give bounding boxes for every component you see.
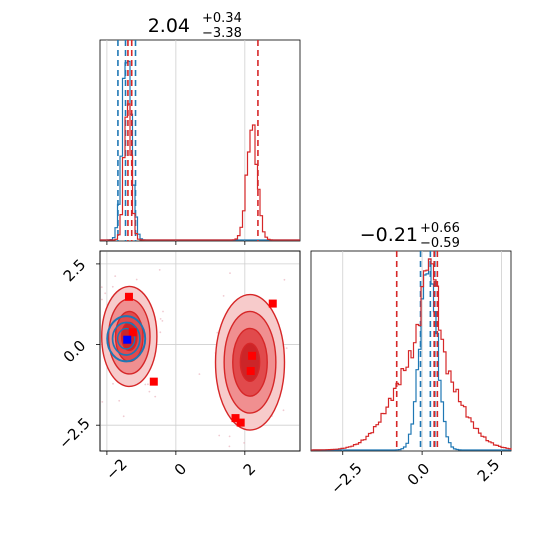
scatter-xy-red-marker — [231, 414, 240, 423]
scatter-xy-sample-point — [112, 382, 114, 385]
hist-x-frame — [99, 39, 301, 242]
hist-y-title-lower-error: −0.59 — [420, 236, 460, 251]
scatter-xy-xtick-label: 0 — [171, 460, 190, 479]
scatter-xy-ytick-label: 2.5 — [60, 256, 90, 286]
scatter-xy-sample-point — [159, 331, 162, 334]
scatter-xy-xtick-label: 2 — [240, 460, 259, 479]
scatter-xy-sample-point — [161, 320, 164, 322]
scatter-xy-red-marker — [236, 418, 245, 427]
hist-x-red-histogram-line — [100, 103, 300, 241]
hist-y-title-upper-error: +0.66 — [420, 221, 460, 236]
scatter-xy-red-marker — [246, 367, 255, 375]
scatter-xy-red-marker — [248, 351, 257, 360]
hist-y-plot-area — [310, 250, 512, 455]
scatter-xy-sample-point — [148, 390, 151, 393]
scatter-xy-sample-point — [135, 278, 138, 281]
scatter-xy-sample-point — [285, 347, 288, 349]
scatter-xy-blue-marker — [123, 335, 132, 344]
scatter-xy-sample-point — [282, 409, 285, 412]
scatter-xy-red-marker — [268, 299, 277, 308]
scatter-xy-sample-point — [144, 383, 147, 386]
scatter-xy-sample-point — [222, 295, 225, 297]
scatter-xy-sample-point — [162, 310, 164, 313]
hist-x-title-upper-error: +0.34 — [202, 11, 242, 26]
scatter-xy-frame-border — [99, 250, 301, 452]
hist-y-xtick-label: 2.5 — [474, 456, 504, 486]
scatter-xy-xtick-label: −2 — [102, 455, 130, 483]
scatter-xy-sample-point — [154, 395, 157, 398]
scatter-xy-sample-point — [147, 383, 149, 386]
scatter-xy-plot-area — [96, 250, 301, 455]
scatter-xy-sample-point — [228, 435, 231, 438]
hist-y-red-histogram-line — [311, 258, 512, 451]
scatter-xy-blue-contour — [106, 315, 147, 363]
hist-y-xtick-label: −2.5 — [327, 459, 365, 497]
scatter-xy-sample-point — [118, 399, 121, 402]
scatter-xy-red-marker — [149, 377, 158, 386]
scatter-xy-sample-point — [159, 318, 162, 320]
hist-x-title-lower-error: −3.38 — [202, 26, 242, 41]
scatter-xy-sample-point — [198, 373, 201, 375]
hist-y-xtick-label: 0.0 — [404, 460, 434, 490]
scatter-xy-blue-contour — [111, 321, 141, 356]
panel-scatter-xy: −2 0 2 −2.5 0.0 2.5 — [55, 250, 301, 484]
scatter-xy-blue-contour — [116, 327, 136, 350]
scatter-xy-sample-point — [104, 292, 107, 295]
scatter-xy-sample-point — [100, 286, 103, 288]
scatter-xy-sample-point — [122, 415, 125, 418]
scatter-xy-sample-point — [114, 275, 117, 277]
scatter-xy-sample-point — [218, 434, 221, 437]
scatter-xy-sample-point — [243, 442, 246, 444]
scatter-xy-sample-point — [229, 272, 231, 274]
scatter-xy-sample-point — [228, 445, 231, 448]
hist-x-title-value: 2.04 — [148, 15, 190, 37]
scatter-xy-sample-point — [101, 401, 104, 403]
hist-y-blue-histogram-line — [311, 258, 511, 451]
panel-hist-y: −0.21 +0.66 −0.59 −2.5 0.0 2.5 — [310, 221, 512, 498]
scatter-xy-sample-point — [158, 269, 161, 271]
hist-x-plot-area — [99, 39, 301, 245]
scatter-xy-red-marker — [124, 292, 133, 301]
scatter-xy-ytick-label: −2.5 — [55, 414, 93, 452]
scatter-xy-sample-point — [216, 331, 219, 334]
scatter-xy-ytick-label: 0.0 — [60, 337, 90, 367]
panel-hist-x: 2.04 +0.34 −3.38 — [99, 11, 301, 245]
scatter-xy-sample-point — [101, 298, 103, 301]
scatter-xy-red-marker — [128, 328, 137, 337]
hist-y-title-value: −0.21 — [360, 224, 418, 246]
scatter-xy-sample-point — [283, 278, 286, 281]
scatter-xy-sample-point — [111, 285, 114, 288]
scatter-xy-red-contour — [239, 342, 261, 382]
